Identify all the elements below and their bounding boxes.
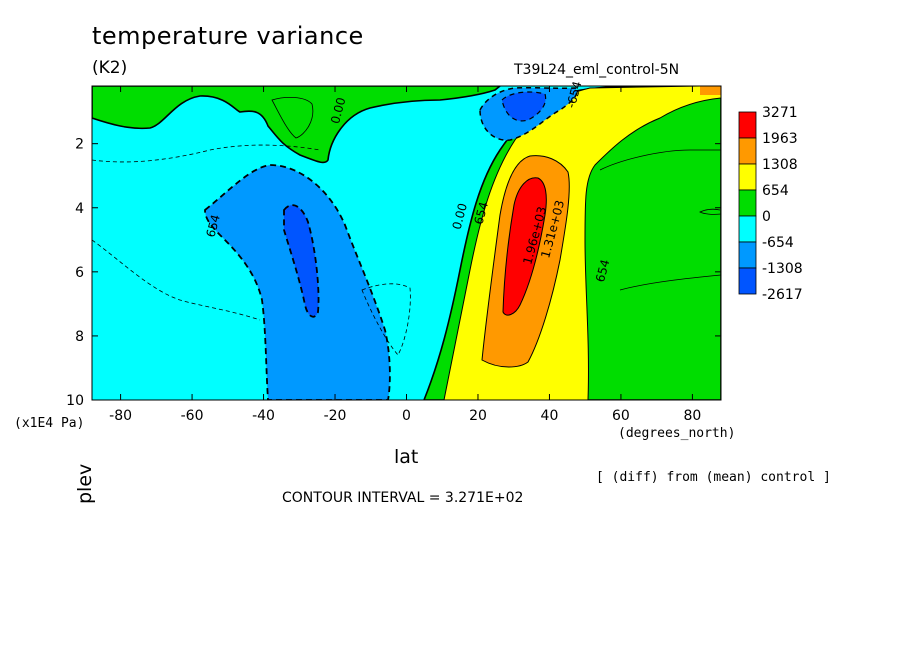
contour-line-upper-green bbox=[271, 96, 314, 139]
axis-ticks: -80 -60 -40 -20 0 20 40 60 80 2 4 6 8 10 bbox=[66, 86, 721, 424]
x-tick-label: 20 bbox=[469, 408, 487, 424]
x-tick-label: 60 bbox=[612, 408, 630, 424]
x-tick-label: 80 bbox=[683, 408, 701, 424]
colorbar-swatch bbox=[738, 163, 757, 191]
contour-label: 0.00 bbox=[328, 96, 348, 125]
x-axis-title: lat bbox=[394, 446, 419, 468]
colorbar-label: 1963 bbox=[762, 131, 798, 147]
colorbar-label: -654 bbox=[762, 235, 794, 251]
contour-label: 654 bbox=[593, 258, 612, 284]
colorbar-label: 3271 bbox=[762, 105, 798, 121]
colorbar-swatch bbox=[738, 215, 757, 243]
y-tick-label: 2 bbox=[75, 137, 84, 153]
colorbar-swatch bbox=[738, 111, 757, 139]
x-tick-label: -60 bbox=[181, 408, 204, 424]
plot-area bbox=[92, 86, 721, 400]
contour-line-minus654-sh bbox=[92, 144, 321, 163]
colorbar-label: 1308 bbox=[762, 157, 798, 173]
contour-interval: CONTOUR INTERVAL = 3.271E+02 bbox=[282, 490, 524, 506]
contour-line-minus654-nh bbox=[361, 283, 411, 356]
run-label: T39L24_eml_control-5N bbox=[514, 62, 680, 78]
x-tick-label: -80 bbox=[109, 408, 132, 424]
colorbar-swatch bbox=[738, 137, 757, 165]
contour-label: 0.00 bbox=[450, 202, 470, 231]
x-axis-unit: (degrees_north) bbox=[618, 426, 736, 441]
y-tick-label: 4 bbox=[75, 201, 84, 217]
colorbar-swatch bbox=[738, 189, 757, 217]
region-positive-north-top-left bbox=[92, 86, 502, 164]
colorbar-swatch bbox=[738, 267, 757, 295]
region-positive-1963 bbox=[502, 177, 547, 316]
contour-label: 654 bbox=[472, 200, 491, 226]
region-negative-upper-nh-core bbox=[501, 91, 547, 122]
x-tick-label: 40 bbox=[541, 408, 559, 424]
x-tick-label: -40 bbox=[252, 408, 275, 424]
region-negative-sh-core bbox=[283, 204, 320, 318]
colorbar-label: 654 bbox=[762, 183, 789, 199]
colorbar: 3271 1963 1308 654 0 -654 -1308 -2617 bbox=[738, 105, 803, 303]
region-negative-sh bbox=[204, 164, 391, 400]
diff-note: [ (diff) from (mean) control ] bbox=[596, 470, 831, 485]
region-positive-corner bbox=[700, 86, 721, 95]
y-tick-label: 10 bbox=[66, 393, 84, 409]
chart-title: temperature variance bbox=[92, 22, 364, 50]
contour-label: -654 bbox=[564, 80, 585, 110]
contour-line-nh-thin-2 bbox=[619, 274, 721, 291]
colorbar-swatch bbox=[738, 241, 757, 269]
colorbar-label: -2617 bbox=[762, 287, 803, 303]
x-tick-label: 0 bbox=[402, 408, 411, 424]
colorbar-label: -1308 bbox=[762, 261, 803, 277]
x-tick-label: -20 bbox=[324, 408, 347, 424]
y-tick-label: 8 bbox=[75, 329, 84, 345]
colorbar-label: 0 bbox=[762, 209, 771, 225]
contour-line-nh-thin-3 bbox=[699, 208, 721, 215]
contour-line-nh-thin bbox=[599, 149, 721, 171]
contour-line-minus654-sh-2 bbox=[92, 239, 261, 321]
chart-units: (K2) bbox=[92, 58, 128, 78]
contour-label: 654 bbox=[203, 213, 222, 239]
y-axis-title: plev bbox=[74, 463, 96, 504]
y-tick-label: 6 bbox=[75, 265, 84, 281]
y-axis-unit: (x1E4 Pa) bbox=[14, 416, 85, 431]
